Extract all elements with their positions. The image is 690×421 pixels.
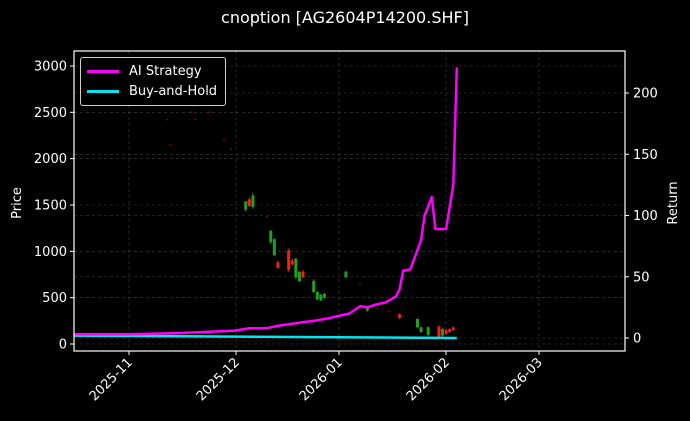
candle-body [276, 262, 280, 269]
ai-strategy-swatch-icon [87, 69, 119, 73]
x-tick-label: 2025-11 [87, 355, 136, 404]
buy-and-hold-swatch-icon [87, 89, 119, 93]
right-tick-label: 0 [633, 332, 641, 347]
left-tick-label: 500 [42, 291, 67, 306]
legend-label-ai-strategy: AI Strategy [129, 63, 202, 79]
candle-body [437, 326, 441, 337]
candle-body [287, 250, 291, 270]
plot-frame [73, 50, 626, 352]
candle [359, 282, 361, 285]
candle-body [312, 280, 316, 293]
x-tick-label: 2026-02 [404, 355, 453, 404]
candle-body [272, 239, 276, 256]
x-axis: 2025-11 2025-12 2026-01 2026-02 2026-03 [87, 351, 546, 404]
right-tick-label: 100 [633, 209, 658, 224]
x-tick-label: 2026-01 [297, 355, 346, 404]
candle-body [448, 329, 452, 332]
candle-body [444, 330, 448, 334]
candle-body [251, 195, 255, 207]
candle-body [319, 294, 323, 301]
price-candlesticks [166, 111, 455, 338]
candle-body [297, 271, 301, 281]
left-tick-label: 2500 [34, 106, 67, 121]
candle-body [344, 271, 348, 278]
right-tick-label: 50 [633, 270, 650, 285]
candle-body [247, 199, 251, 206]
right-tick-label: 150 [633, 148, 658, 163]
candle [230, 148, 232, 150]
candle [377, 307, 379, 310]
candle-body [301, 271, 305, 278]
candle-body [322, 293, 326, 298]
candle [223, 139, 225, 141]
candle-body [315, 292, 319, 300]
chart-title: cnoption [AG2604P14200.SHF] [221, 8, 469, 27]
legend-item-ai-strategy: AI Strategy [87, 62, 202, 80]
right-tick-label: 200 [633, 87, 658, 102]
x-tick-label: 2026-03 [497, 355, 546, 404]
candle [266, 216, 268, 218]
right-y-axis: 0 50 100 150 200 [625, 87, 658, 347]
legend-item-buy-and-hold: Buy-and-Hold [87, 82, 217, 100]
ai-strategy-line [74, 67, 459, 336]
candle [191, 111, 193, 113]
candle-body [441, 329, 445, 336]
candle [166, 118, 168, 121]
candle-body [398, 314, 402, 319]
candle-body [415, 318, 419, 328]
candle-body [269, 230, 273, 243]
candle-body [426, 327, 430, 335]
legend: AI Strategy Buy-and-Hold [80, 57, 226, 106]
candle [194, 118, 197, 121]
candle-body [290, 260, 294, 265]
x-tick-label: 2025-12 [194, 355, 243, 404]
candle-body [294, 258, 298, 278]
right-axis-label: Return [666, 181, 681, 224]
left-axis-label: Price [10, 187, 25, 219]
left-tick-label: 3000 [34, 60, 67, 75]
return-lines [73, 67, 459, 340]
left-tick-label: 2000 [34, 152, 67, 167]
candle-body [419, 327, 423, 332]
left-y-axis: 0 500 1000 1500 2000 2500 3000 [34, 60, 74, 353]
left-tick-label: 0 [59, 338, 67, 353]
candle-body [365, 307, 369, 311]
buy-and-hold-line [73, 334, 457, 340]
legend-label-buy-and-hold: Buy-and-Hold [129, 83, 218, 99]
left-tick-label: 1000 [34, 245, 67, 260]
candle-body [451, 327, 455, 331]
candle-body [244, 201, 248, 210]
candle [387, 310, 390, 313]
left-tick-label: 1500 [34, 199, 67, 214]
candle [208, 111, 211, 113]
candle [169, 143, 172, 146]
